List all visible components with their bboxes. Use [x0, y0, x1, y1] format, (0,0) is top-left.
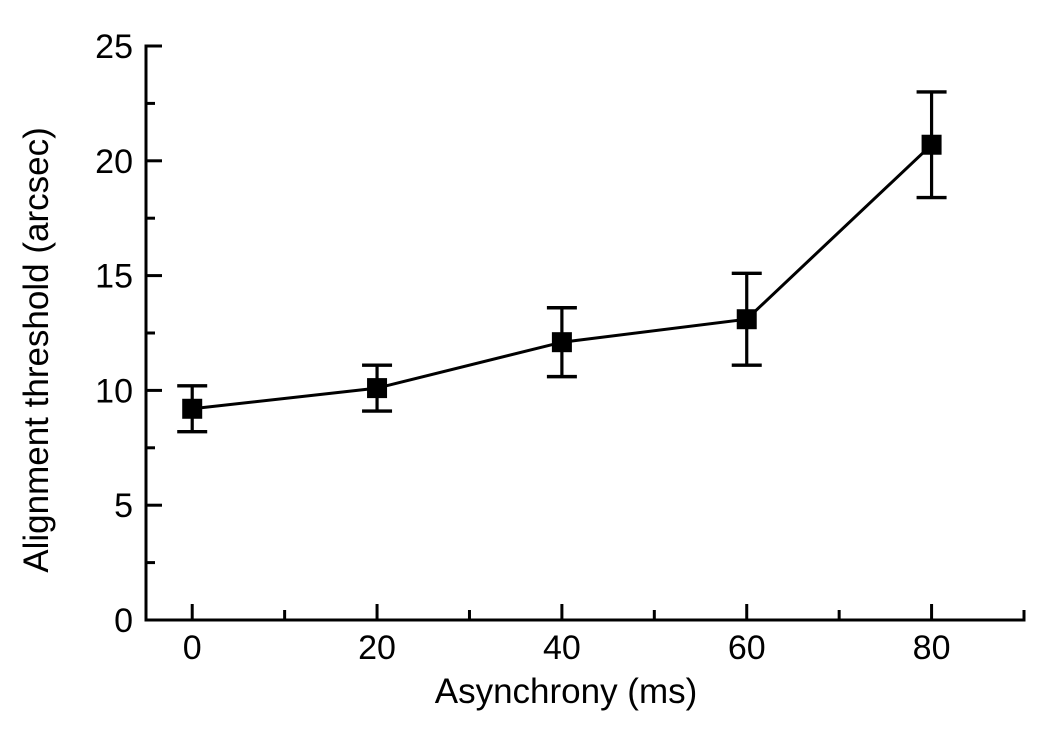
x-axis-ticks — [190, 604, 1026, 620]
data-point-marker — [736, 309, 757, 330]
x-axis-tick-labels: 0 20 40 60 80 — [183, 629, 951, 667]
y-tick-label: 15 — [95, 258, 133, 296]
data-point-marker — [182, 398, 203, 419]
y-axis-title: Alignment threshold (arcsec) — [17, 127, 56, 572]
y-tick-label: 20 — [95, 143, 133, 181]
y-tick-label: 0 — [114, 602, 133, 640]
data-point-marker — [367, 378, 388, 399]
y-tick-label: 25 — [95, 28, 133, 66]
data-point-marker — [551, 332, 572, 353]
x-axis-title: Asynchrony (ms) — [435, 672, 698, 711]
y-axis-ticks — [146, 44, 162, 622]
x-tick-label: 0 — [183, 629, 202, 667]
y-axis-tick-labels: 0 5 10 15 20 25 — [95, 28, 133, 640]
x-tick-label: 20 — [358, 629, 396, 667]
data-point-marker — [921, 134, 942, 155]
x-tick-label: 40 — [543, 629, 581, 667]
x-tick-label: 60 — [728, 629, 766, 667]
y-tick-label: 5 — [114, 487, 133, 525]
y-tick-label: 10 — [95, 372, 133, 410]
data-series — [177, 90, 947, 434]
x-tick-label: 80 — [913, 629, 951, 667]
